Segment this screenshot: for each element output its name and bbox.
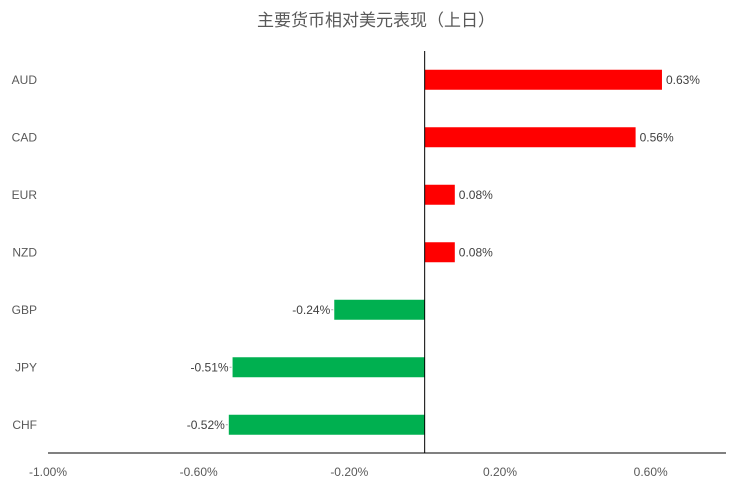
x-tick-labels: -1.00% -0.60% -0.20% 0.20% 0.60% xyxy=(29,465,668,479)
bar-jpy xyxy=(232,357,425,378)
category-label-jpy: JPY xyxy=(15,360,37,374)
category-label-eur: EUR xyxy=(12,188,38,202)
category-label-gbp: GBP xyxy=(12,303,37,317)
x-tick-label: 0.60% xyxy=(634,465,668,479)
x-tick-label: -1.00% xyxy=(29,465,67,479)
bar-nzd xyxy=(424,242,455,263)
category-label-nzd: NZD xyxy=(12,245,37,259)
category-label-cad: CAD xyxy=(12,130,38,144)
bar-eur xyxy=(424,184,455,205)
category-label-chf: CHF xyxy=(12,418,37,432)
x-tick-label: -0.20% xyxy=(330,465,368,479)
data-label-eur: 0.08% xyxy=(459,188,493,202)
data-label-cad: 0.56% xyxy=(640,130,674,144)
category-labels: AUD CAD EUR NZD GBP JPY CHF xyxy=(12,73,38,432)
chart-title: 主要货币相对美元表现（上日） xyxy=(257,11,495,31)
axes-group xyxy=(48,51,726,454)
x-tick-label: 0.20% xyxy=(483,465,517,479)
bar-cad xyxy=(424,127,636,148)
category-label-aud: AUD xyxy=(12,73,38,87)
bars-group xyxy=(228,69,662,435)
data-label-jpy: -0.51% xyxy=(191,360,229,374)
bar-aud xyxy=(424,69,662,90)
bar-gbp xyxy=(334,299,425,320)
data-label-gbp: -0.24% xyxy=(292,303,330,317)
data-labels: 0.63% 0.56% 0.08% 0.08% -0.24% -0.51% -0.52% xyxy=(187,73,701,432)
x-tick-label: -0.60% xyxy=(180,465,218,479)
data-label-aud: 0.63% xyxy=(666,73,700,87)
data-label-nzd: 0.08% xyxy=(459,245,493,259)
bar-chf xyxy=(228,414,425,435)
data-label-chf: -0.52% xyxy=(187,418,225,432)
